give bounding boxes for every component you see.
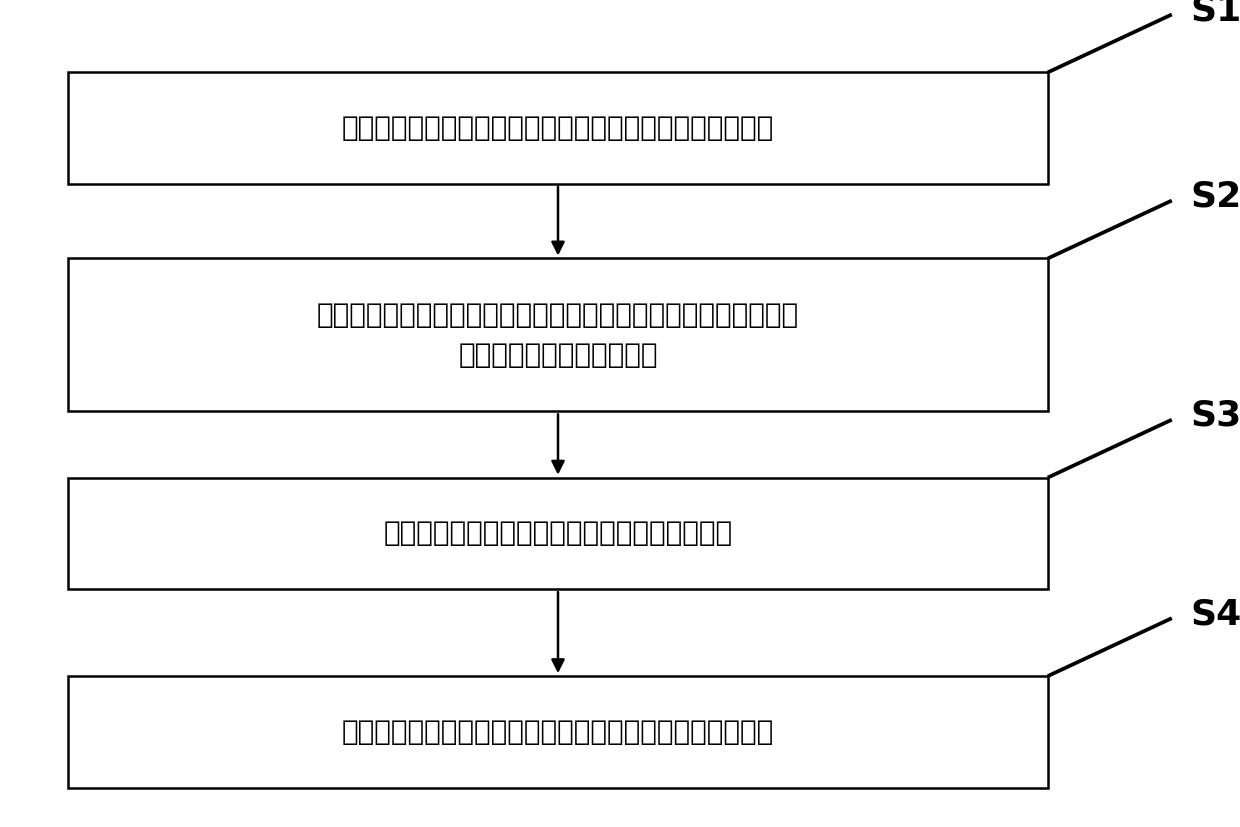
Bar (68, 478, 1048, 589)
Bar (68, 258, 1048, 412)
Text: S3: S3 (1190, 399, 1240, 433)
Text: S2: S2 (1190, 179, 1240, 213)
Text: S4: S4 (1190, 597, 1240, 631)
Text: S1: S1 (1190, 0, 1240, 27)
Text: 在拼接缺陷大于预设值时，确定对应的调整信号: 在拼接缺陷大于预设值时，确定对应的调整信号 (383, 519, 733, 547)
Text: 根据调整信号调整扫描成像装置，使得拼接缺陷小于预设值: 根据调整信号调整扫描成像装置，使得拼接缺陷小于预设值 (342, 718, 774, 746)
Text: 通过拍摄装置拍摄所有对准图像形成的拼接图像，并检测拼接图像: 通过拍摄装置拍摄所有对准图像形成的拼接图像，并检测拼接图像 (317, 301, 799, 329)
Bar (68, 676, 1048, 787)
Text: 控制拼接式扫描成像设备中所有扫描成像装置输出对准图像: 控制拼接式扫描成像设备中所有扫描成像装置输出对准图像 (342, 114, 774, 142)
Text: 的拼接缺陷是否大于预设值: 的拼接缺陷是否大于预设值 (459, 341, 657, 369)
Bar (68, 73, 1048, 184)
